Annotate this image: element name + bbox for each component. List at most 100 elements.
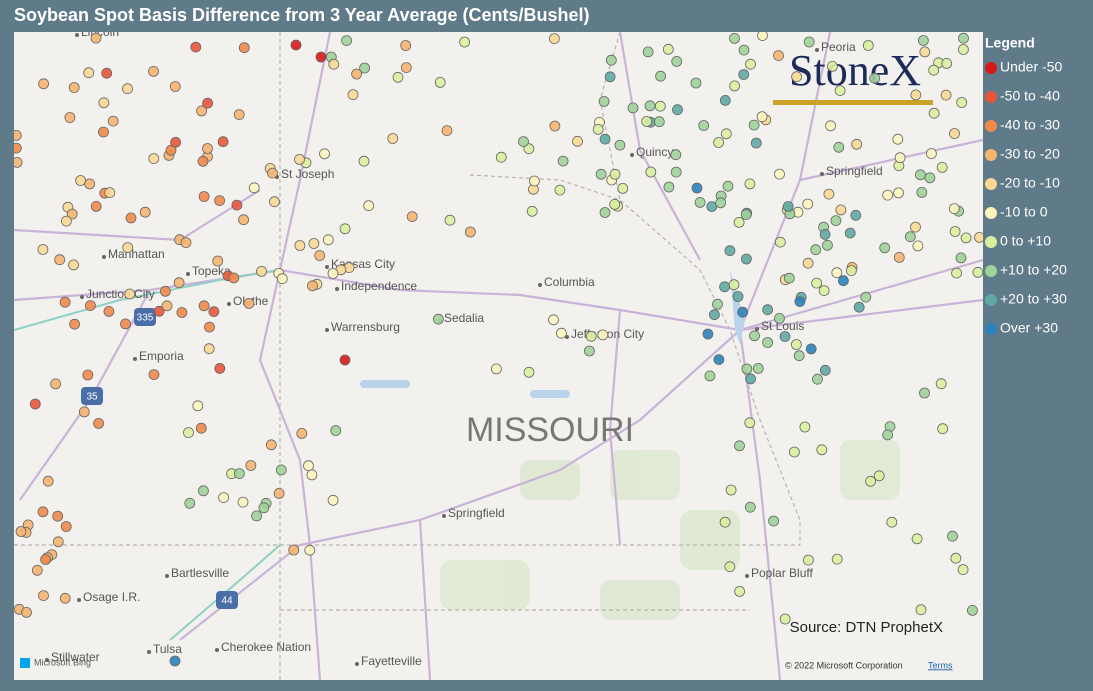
station-dot[interactable] <box>950 552 962 564</box>
station-dot[interactable] <box>725 484 737 496</box>
station-dot[interactable] <box>592 123 604 135</box>
station-dot[interactable] <box>928 107 940 119</box>
station-dot[interactable] <box>926 148 937 159</box>
station-dot[interactable] <box>768 515 779 527</box>
station-dot[interactable] <box>308 238 320 249</box>
station-dot[interactable] <box>273 487 285 499</box>
station-dot[interactable] <box>844 227 856 239</box>
station-dot[interactable] <box>441 125 453 137</box>
station-dot[interactable] <box>21 607 32 618</box>
station-dot[interactable] <box>831 553 843 565</box>
station-dot[interactable] <box>319 148 330 160</box>
station-dot[interactable] <box>729 80 740 92</box>
station-dot[interactable] <box>941 58 953 69</box>
station-dot[interactable] <box>208 306 220 318</box>
station-dot[interactable] <box>98 97 110 109</box>
station-dot[interactable] <box>328 58 340 70</box>
station-dot[interactable] <box>918 35 929 46</box>
station-dot[interactable] <box>432 313 444 325</box>
station-dot[interactable] <box>198 191 210 202</box>
station-dot[interactable] <box>548 314 559 326</box>
station-dot[interactable] <box>314 250 326 261</box>
station-dot[interactable] <box>752 362 764 374</box>
station-dot[interactable] <box>98 126 109 138</box>
station-dot[interactable] <box>523 366 535 378</box>
station-dot[interactable] <box>830 215 842 227</box>
station-dot[interactable] <box>495 151 507 163</box>
station-dot[interactable] <box>869 72 881 84</box>
station-dot[interactable] <box>169 655 181 667</box>
station-dot[interactable] <box>709 309 720 321</box>
station-dot[interactable] <box>741 253 752 265</box>
station-dot[interactable] <box>518 136 529 148</box>
station-dot[interactable] <box>893 251 905 263</box>
station-dot[interactable] <box>139 206 151 218</box>
station-dot[interactable] <box>122 242 134 254</box>
station-dot[interactable] <box>275 464 287 476</box>
station-dot[interactable] <box>258 502 270 514</box>
station-dot[interactable] <box>732 291 744 302</box>
station-dot[interactable] <box>237 496 249 508</box>
station-dot[interactable] <box>38 78 49 90</box>
station-dot[interactable] <box>894 152 906 164</box>
station-dot[interactable] <box>529 175 540 187</box>
station-dot[interactable] <box>756 111 768 123</box>
station-dot[interactable] <box>228 272 240 284</box>
station-dot[interactable] <box>719 281 730 293</box>
station-dot[interactable] <box>641 116 653 127</box>
station-dot[interactable] <box>218 492 230 504</box>
station-dot[interactable] <box>936 161 948 173</box>
station-dot[interactable] <box>90 200 102 212</box>
station-dot[interactable] <box>83 67 95 79</box>
station-dot[interactable] <box>434 77 446 88</box>
station-dot[interactable] <box>37 506 49 518</box>
station-dot[interactable] <box>11 142 22 154</box>
station-dot[interactable] <box>715 197 727 209</box>
station-dot[interactable] <box>406 211 418 223</box>
station-dot[interactable] <box>294 240 306 251</box>
station-dot[interactable] <box>84 178 96 190</box>
station-dot[interactable] <box>202 97 214 109</box>
station-dot[interactable] <box>791 71 802 83</box>
station-dot[interactable] <box>197 155 209 167</box>
station-dot[interactable] <box>865 475 876 487</box>
station-dot[interactable] <box>85 300 96 312</box>
station-dot[interactable] <box>819 364 831 376</box>
station-dot[interactable] <box>304 544 316 556</box>
station-dot[interactable] <box>972 266 983 278</box>
station-dot[interactable] <box>706 201 718 213</box>
station-dot[interactable] <box>910 221 921 233</box>
station-dot[interactable] <box>811 277 822 289</box>
station-dot[interactable] <box>833 141 845 153</box>
station-dot[interactable] <box>924 172 936 184</box>
station-dot[interactable] <box>882 189 894 201</box>
station-dot[interactable] <box>61 215 72 227</box>
station-dot[interactable] <box>720 128 732 140</box>
station-dot[interactable] <box>392 71 404 83</box>
station-dot[interactable] <box>363 200 375 212</box>
station-dot[interactable] <box>745 373 756 385</box>
station-dot[interactable] <box>805 343 817 355</box>
station-dot[interactable] <box>148 66 159 77</box>
station-dot[interactable] <box>827 61 838 72</box>
station-dot[interactable] <box>915 604 927 616</box>
station-dot[interactable] <box>783 272 795 284</box>
station-dot[interactable] <box>153 305 165 317</box>
station-dot[interactable] <box>68 259 79 271</box>
station-dot[interactable] <box>15 526 27 537</box>
station-dot[interactable] <box>93 417 104 429</box>
station-dot[interactable] <box>911 533 923 545</box>
station-dot[interactable] <box>243 297 255 309</box>
station-dot[interactable] <box>107 115 119 127</box>
station-dot[interactable] <box>549 33 560 44</box>
station-dot[interactable] <box>37 244 49 255</box>
station-dot[interactable] <box>737 306 749 318</box>
station-dot[interactable] <box>233 468 245 480</box>
station-dot[interactable] <box>554 184 566 196</box>
station-dot[interactable] <box>774 312 785 324</box>
station-dot[interactable] <box>214 362 226 374</box>
station-dot[interactable] <box>341 35 353 46</box>
station-dot[interactable] <box>653 116 665 128</box>
station-dot[interactable] <box>78 406 90 418</box>
station-dot[interactable] <box>572 135 583 147</box>
